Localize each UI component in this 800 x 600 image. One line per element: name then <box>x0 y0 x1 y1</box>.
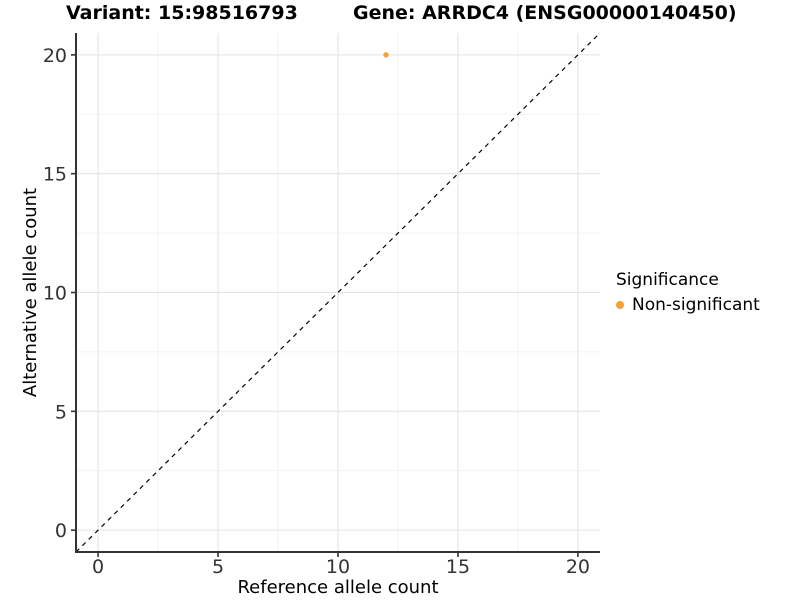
legend-item-label: Non-significant <box>632 295 760 315</box>
data-point <box>383 52 389 58</box>
y-tick-label: 0 <box>55 520 67 542</box>
legend-point-icon <box>616 301 624 309</box>
legend-item: Non-significant <box>616 294 760 316</box>
gene-title: Gene: ARRDC4 (ENSG00000140450) <box>353 2 737 24</box>
x-tick-label: 15 <box>446 556 470 578</box>
x-axis-title: Reference allele count <box>237 577 438 598</box>
identity-dashed-line <box>75 32 601 553</box>
y-tick-label: 5 <box>55 401 67 423</box>
x-tick-label: 20 <box>566 556 590 578</box>
y-tick-label: 15 <box>43 164 67 186</box>
x-tick-label: 5 <box>212 556 224 578</box>
y-tick-label: 20 <box>43 45 67 67</box>
y-axis-title: Alternative allele count <box>20 188 41 397</box>
legend-title: Significance <box>616 270 719 290</box>
legend: Significance Non-significant <box>616 270 760 316</box>
y-tick-label: 10 <box>43 283 67 305</box>
variant-title: Variant: 15:98516793 <box>66 2 298 24</box>
legend-items: Non-significant <box>616 294 760 316</box>
x-tick-label: 10 <box>326 556 350 578</box>
x-tick-label: 0 <box>92 556 104 578</box>
